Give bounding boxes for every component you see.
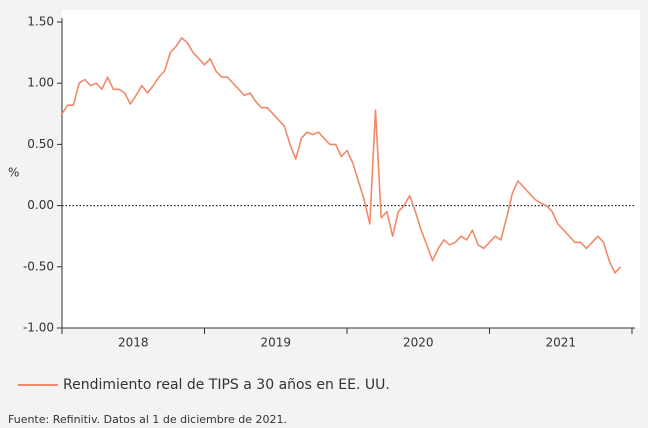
data-line bbox=[61, 37, 622, 274]
y-axis-label: % bbox=[8, 166, 19, 180]
x-tick-label: 2020 bbox=[403, 336, 434, 350]
y-tick-label: 1.00 bbox=[27, 76, 54, 90]
x-tick-label: 2018 bbox=[118, 336, 149, 350]
plot-area bbox=[62, 10, 640, 328]
x-tick-label: 2019 bbox=[260, 336, 291, 350]
y-tick-label: 0.50 bbox=[27, 137, 54, 151]
y-tick-label: -1.00 bbox=[23, 321, 54, 335]
y-tick-label: 1.50 bbox=[27, 15, 54, 29]
x-tick-label: 2021 bbox=[545, 336, 576, 350]
legend-label: Rendimiento real de TIPS a 30 años en EE… bbox=[63, 377, 390, 393]
source-note: Fuente: Refinitiv. Datos al 1 de diciemb… bbox=[8, 413, 287, 426]
y-tick-label: -0.50 bbox=[23, 259, 54, 273]
y-tick-label: 0.00 bbox=[27, 198, 54, 212]
